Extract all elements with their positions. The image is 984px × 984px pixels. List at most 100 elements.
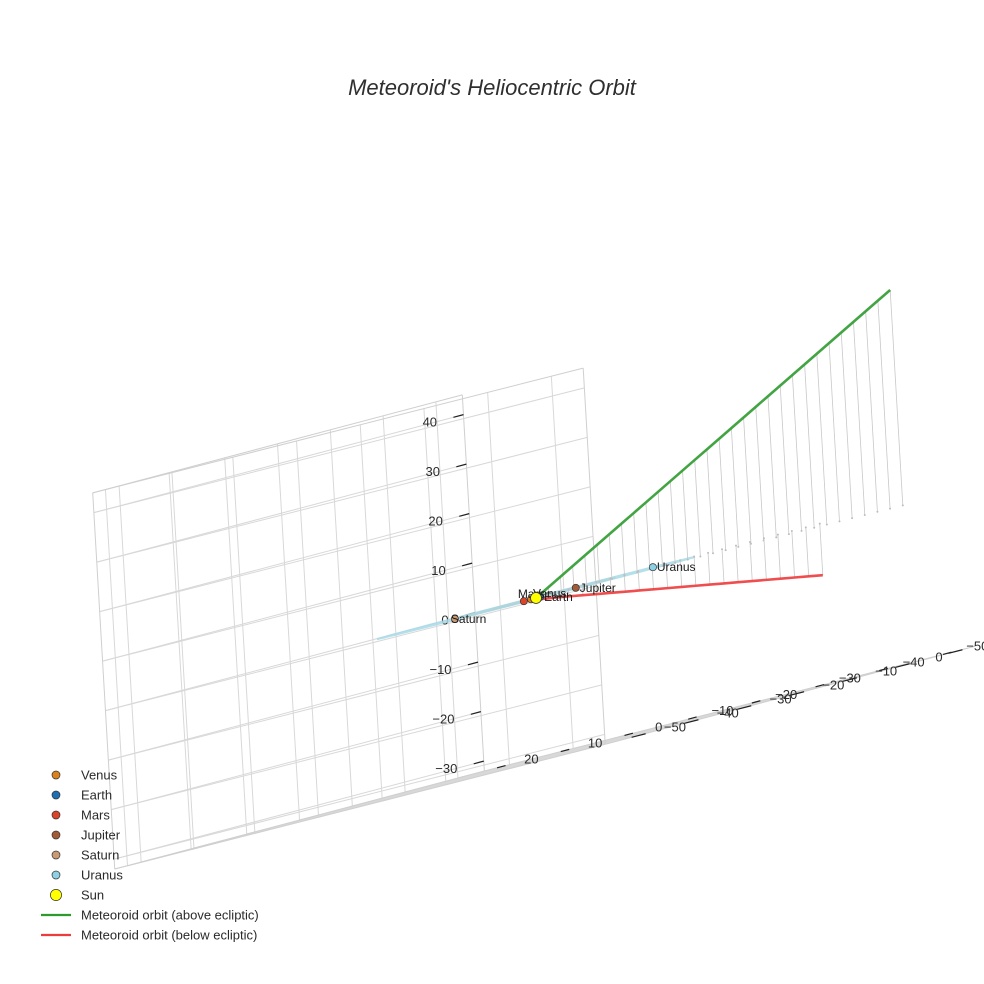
stem-base-below [623,573,626,576]
x-tick-mark [624,732,634,736]
stem-base-above [813,526,816,529]
z-tick-mark [456,463,467,468]
y-tick-label: −10 [875,663,897,678]
stem-base-below [552,592,555,595]
z-tick-label: 10 [431,563,445,578]
stem-base-above [610,577,613,580]
legend-symbol [50,889,62,901]
stem-base-below [679,559,682,562]
stem-above [633,513,638,573]
x-tick-mark [560,748,570,753]
stem-below [791,530,795,578]
stem-base-below [665,562,668,565]
y-tick-mark [948,649,963,654]
y-tick-mark [895,663,910,668]
stem-above [706,449,714,554]
pane-edge [114,743,606,870]
stem-base-below [707,551,710,554]
pane-edge [92,394,463,494]
stem-base-below [581,584,584,587]
stem-below [707,552,711,585]
z-tick-mark [461,562,473,567]
legend-symbol [51,870,61,880]
stem-above [816,353,828,525]
stem-base-above [838,520,841,523]
y-tick-mark [842,677,857,682]
y-tick-mark [789,691,805,696]
stem-below [805,527,810,577]
meteoroid-paths [534,289,892,601]
gridline-floor-y [405,666,896,793]
planet-label: Earth [544,590,573,604]
planet-saturn [450,614,459,623]
meteoroid-above-line [535,289,892,599]
z-tick-label: −30 [435,761,457,776]
stem-below [749,541,753,582]
stem-base-below [637,570,640,573]
planet-uranus [648,563,657,572]
x-tick-label: 10 [588,736,602,751]
stem-above [657,491,663,567]
x-tick-mark [815,683,825,688]
x-tick-label: −40 [903,655,925,670]
stem-base-above [851,517,854,520]
legend-label: Venus [81,768,118,783]
stem-below [623,574,626,592]
y-tick-label: −30 [770,691,792,706]
pane-edge [114,770,485,870]
pane-edge [582,368,606,745]
z-tick-label: 40 [423,415,437,430]
gridline-side-y [118,485,142,863]
stem-below [637,571,640,591]
meteoroid-below-line [534,573,823,601]
stem-above [584,555,587,586]
legend-label: Meteoroid orbit (above ecliptic) [81,908,259,923]
stem-above [621,523,625,576]
stem-base-above [724,549,727,552]
legend-label: Meteoroid orbit (below ecliptic) [81,928,257,943]
stem-below [609,578,612,593]
stem-above [682,470,689,560]
stem-below [665,563,669,589]
stem-below [693,556,697,586]
gridline-back-x [104,489,128,866]
x-tick-label: −30 [839,671,861,686]
stem-below [651,567,654,590]
gridline-back-z [114,733,605,860]
stem-above [755,406,765,541]
z-tick-mark [473,760,484,765]
y-tick-label: 0 [935,649,942,664]
x-tick-label: −50 [966,638,984,653]
gridline-side-z [96,463,467,563]
sun-marker [530,592,542,604]
chart-title: Meteoroid's Heliocentric Orbit [348,75,637,100]
stem-base-below [804,526,807,529]
stem-base-above [800,529,803,532]
stem-below [582,585,584,596]
stem-above [608,534,613,579]
stem-base-above [699,555,702,558]
gridline-back-z [93,387,585,514]
stem-above [730,428,739,547]
planet-label: Saturn [451,612,486,626]
legend-label: Mars [81,808,110,823]
planet-mars [519,597,528,606]
x-tick-mark [751,700,761,704]
stem-above [865,311,878,512]
z-tick-mark [453,414,464,418]
stem-above [718,438,727,551]
gridline-side-y [382,415,406,793]
stem-base-above [825,523,828,526]
gridline-side-z [114,760,484,860]
stem-base-above [674,561,677,564]
stem-below [763,538,767,580]
stem-base-below [818,522,821,525]
stem-base-above [876,510,879,513]
legend-label: Earth [81,788,112,803]
y-tick-mark [631,733,646,738]
z-tick-label: 20 [428,514,442,529]
y-tick-label: −50 [664,719,686,734]
gridline-back-z [102,535,594,662]
stem-base-below [567,588,570,591]
